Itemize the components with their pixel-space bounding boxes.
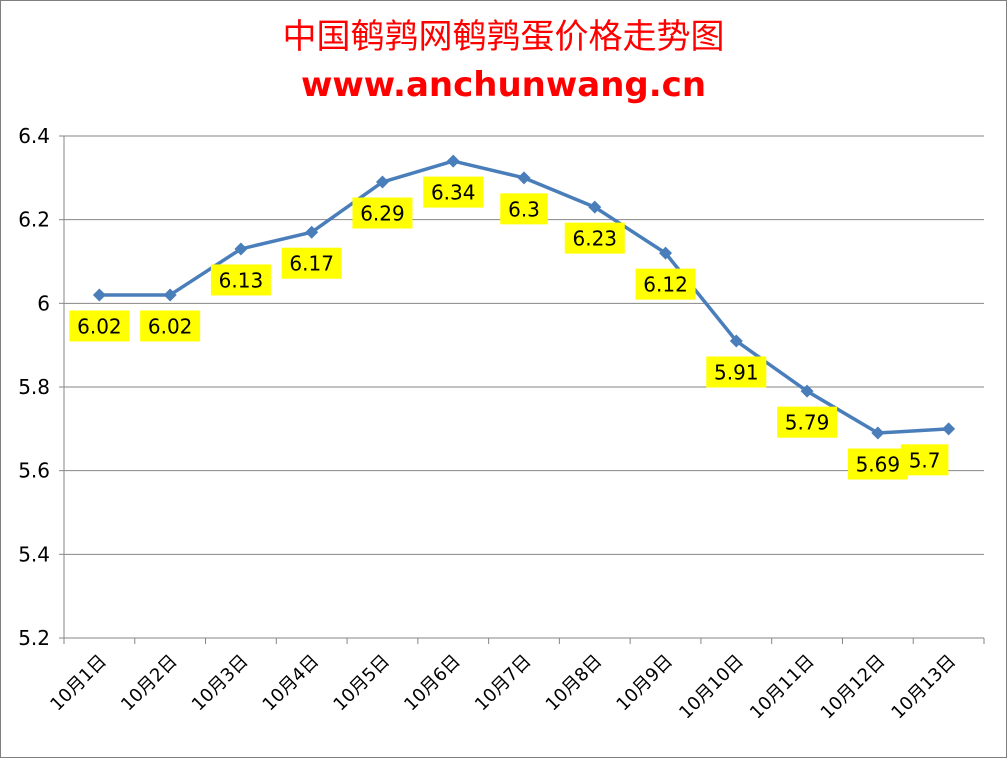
x-tick-label: 10月13日 (887, 651, 960, 724)
data-point-marker (234, 242, 248, 256)
chart-subtitle: www.anchunwang.cn (300, 65, 707, 105)
data-point-marker (871, 426, 885, 440)
data-label-background (423, 176, 484, 208)
data-label-background (140, 310, 201, 342)
data-label-background (352, 197, 413, 229)
data-point-marker (163, 288, 177, 302)
data-label: 6.12 (643, 273, 688, 297)
data-label-background (706, 356, 767, 388)
data-point-marker (305, 225, 319, 239)
data-point-marker (942, 422, 956, 436)
chart-title: 中国鹌鹑网鹌鹑蛋价格走势图 (282, 17, 725, 57)
x-tick-label: 10月1日 (46, 651, 111, 716)
data-label: 6.34 (431, 181, 476, 205)
data-label-background (635, 268, 696, 300)
data-point-marker (517, 171, 531, 185)
x-tick-label: 10月11日 (746, 651, 819, 724)
data-point-marker (375, 175, 389, 189)
y-tick-label: 6.4 (18, 124, 50, 148)
data-label-background (847, 448, 908, 480)
data-point-marker (446, 154, 460, 168)
data-label-background (500, 193, 548, 225)
data-label: 6.23 (573, 227, 618, 251)
data-point-marker (729, 334, 743, 348)
y-tick-label: 6.2 (18, 208, 50, 232)
data-label-background (69, 310, 130, 342)
y-tick-label: 6 (37, 291, 50, 315)
data-label: 5.7 (909, 448, 941, 472)
data-label: 6.02 (77, 314, 122, 338)
data-label: 6.13 (219, 268, 264, 292)
data-label: 6.17 (289, 252, 334, 276)
y-tick-label: 5.8 (18, 375, 50, 399)
x-tick-label: 10月10日 (675, 651, 748, 724)
data-point-marker (659, 246, 673, 260)
data-label-background (777, 406, 838, 438)
x-tick-label: 10月7日 (471, 651, 536, 716)
data-label: 6.3 (508, 197, 540, 221)
data-label-background (210, 264, 271, 296)
data-label-background (564, 222, 625, 254)
data-label: 5.69 (856, 453, 901, 477)
data-label-background (900, 444, 949, 476)
x-tick-label: 10月5日 (329, 651, 394, 716)
x-tick-label: 10月12日 (817, 651, 890, 724)
data-label: 6.02 (148, 314, 193, 338)
data-label-background (281, 247, 342, 279)
x-tick-label: 10月9日 (612, 651, 677, 716)
x-tick-label: 10月8日 (542, 651, 607, 716)
y-tick-label: 5.4 (18, 542, 50, 566)
data-point-marker (92, 288, 106, 302)
x-tick-label: 10月3日 (188, 651, 253, 716)
data-point-marker (588, 200, 602, 214)
y-tick-label: 5.6 (18, 459, 50, 483)
data-label: 5.79 (785, 411, 830, 435)
x-tick-label: 10月4日 (259, 651, 324, 716)
y-tick-label: 5.2 (18, 626, 50, 650)
data-label: 6.29 (360, 202, 405, 226)
data-point-marker (800, 384, 814, 398)
x-tick-label: 10月2日 (117, 651, 182, 716)
data-label: 5.91 (714, 360, 759, 384)
x-tick-label: 10月6日 (400, 651, 465, 716)
